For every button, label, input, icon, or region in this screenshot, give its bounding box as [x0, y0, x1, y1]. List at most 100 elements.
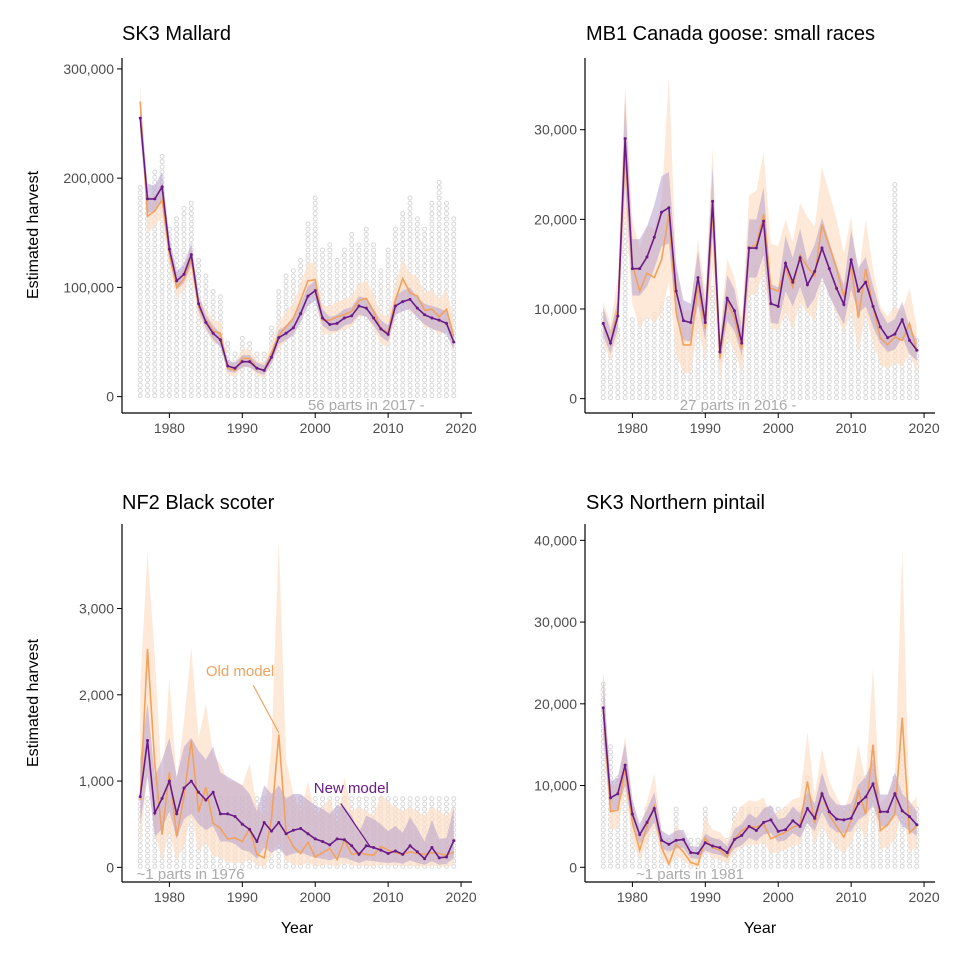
parts-dot [196, 393, 202, 399]
parts-dot [400, 346, 406, 352]
parts-dot [444, 226, 449, 232]
parts-dot [790, 858, 796, 864]
parts-dot [834, 379, 840, 385]
parts-dot [392, 372, 398, 378]
parts-dot [451, 237, 457, 243]
parts-dot [145, 843, 150, 848]
parts-dot [746, 379, 752, 385]
parts-dot [724, 395, 730, 401]
parts-dot [422, 361, 428, 367]
new-model-point [681, 837, 685, 841]
parts-dot [732, 863, 737, 869]
parts-dot [283, 382, 289, 388]
parts-dot [392, 361, 398, 367]
parts-dot [826, 322, 832, 328]
parts-dot [855, 863, 861, 869]
parts-dot [334, 372, 340, 378]
parts-dot [746, 343, 752, 349]
parts-dot [608, 853, 613, 859]
new-model-line [602, 138, 918, 353]
parts-dot [753, 296, 759, 302]
parts-dot [283, 361, 289, 367]
parts-dot [892, 390, 898, 395]
parts-dot [826, 843, 832, 848]
parts-dot [414, 257, 420, 263]
parts-dot [834, 353, 840, 359]
parts-dot [863, 858, 869, 864]
parts-dot [400, 377, 406, 383]
parts-dot [320, 801, 325, 807]
parts-dot [363, 330, 369, 336]
parts-dot [385, 377, 391, 383]
parts-dot [804, 364, 810, 369]
new-model-point [182, 272, 186, 276]
parts-dot [870, 395, 876, 401]
parts-dot [622, 348, 628, 354]
parts-dot [710, 312, 716, 317]
new-model-point [364, 306, 368, 310]
parts-dot [385, 289, 391, 295]
parts-dot [320, 335, 325, 341]
parts-dot [724, 369, 730, 375]
parts-dot [600, 390, 606, 395]
new-model-point [313, 289, 317, 293]
parts-dot [914, 395, 920, 401]
y-tick-label: 30,000 [534, 122, 577, 138]
parts-dot [724, 374, 730, 380]
parts-dot [444, 242, 449, 248]
parts-dot [892, 848, 898, 854]
parts-dot [444, 351, 449, 357]
new-model-point [849, 258, 853, 262]
parts-dot [298, 330, 304, 336]
parts-dot [385, 304, 391, 310]
parts-dot [152, 309, 158, 315]
parts-dot [327, 356, 333, 362]
parts-dot [356, 273, 362, 279]
parts-dot [797, 327, 803, 333]
new-model-point [871, 304, 875, 308]
parts-dot [145, 351, 150, 357]
parts-dot [600, 848, 606, 854]
parts-dot [863, 348, 869, 354]
parts-dot [225, 382, 231, 388]
parts-dot [407, 367, 413, 373]
new-model-point [718, 350, 722, 354]
parts-dot [444, 283, 449, 289]
parts-dot [870, 358, 876, 364]
new-model-point [299, 827, 303, 831]
parts-dot [166, 863, 172, 869]
parts-dot [422, 367, 428, 373]
parts-dot [385, 393, 391, 399]
new-model-point [907, 338, 911, 342]
parts-dot [320, 393, 325, 399]
parts-dot [651, 379, 657, 385]
parts-dot [269, 325, 274, 331]
parts-dot [436, 801, 442, 807]
parts-dot [305, 382, 311, 388]
parts-dot [181, 393, 187, 399]
parts-dot [629, 390, 635, 395]
parts-dot [790, 343, 796, 349]
parts-dot [312, 221, 318, 227]
parts-dot [371, 801, 377, 807]
parts-dot [349, 796, 355, 802]
parts-dot [407, 372, 413, 378]
new-model-points [601, 137, 919, 354]
parts-dot [407, 361, 413, 367]
parts-dot [276, 294, 282, 300]
parts-dot [349, 263, 355, 269]
parts-dot [210, 294, 216, 300]
parts-dot [812, 384, 818, 390]
parts-dot [341, 377, 347, 383]
parts-dot [145, 309, 150, 315]
parts-dot [356, 377, 362, 383]
parts-dot [392, 330, 398, 336]
parts-dot [407, 382, 413, 388]
parts-dot [407, 325, 413, 331]
parts-dot [385, 796, 391, 802]
parts-dot [429, 211, 435, 217]
parts-dot [400, 382, 406, 388]
new-model-point [211, 790, 215, 794]
parts-dot [137, 853, 143, 859]
parts-dot [914, 848, 920, 854]
